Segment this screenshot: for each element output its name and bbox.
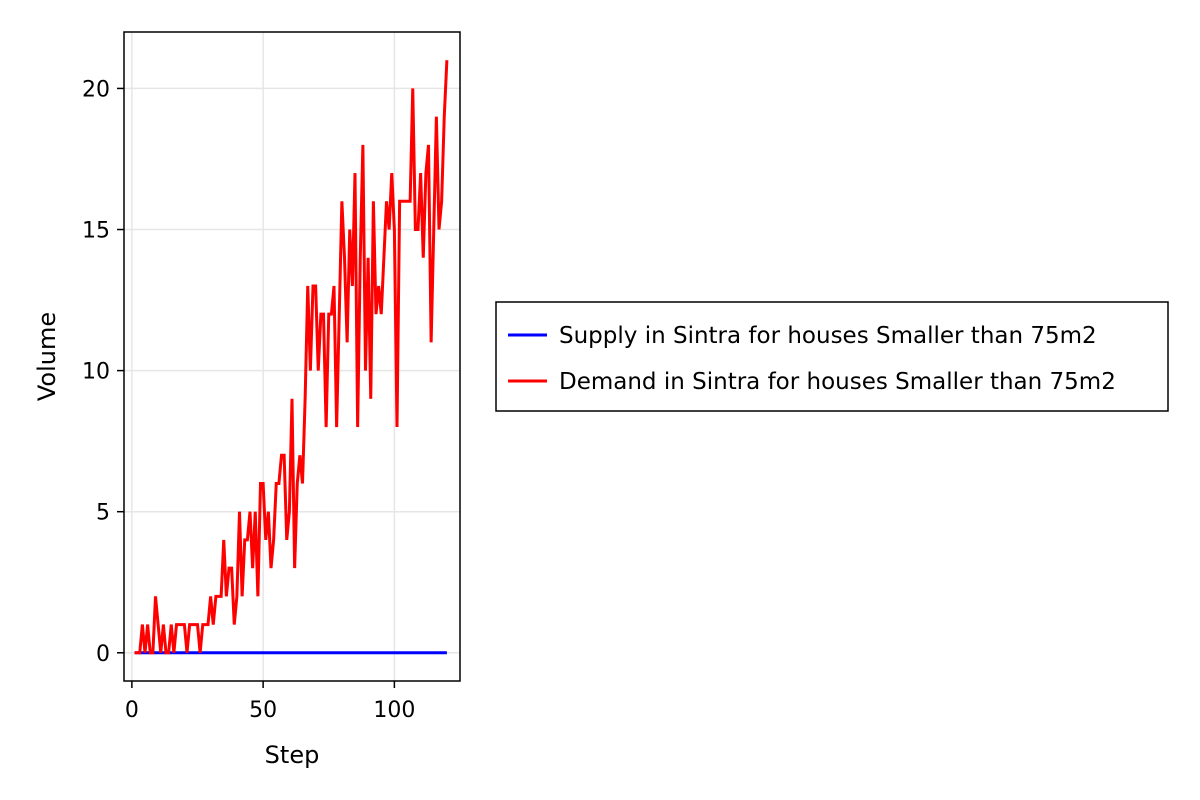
series-lines: [134, 60, 449, 655]
y-tick-label: 5: [96, 501, 110, 526]
legend-box: [495, 301, 1169, 412]
legend-items: Supply in Sintra for houses Smaller than…: [508, 323, 1116, 395]
y-tick-label: 20: [82, 77, 110, 102]
legend-label-demand: Demand in Sintra for houses Smaller than…: [559, 369, 1116, 395]
x-tick-label: 100: [373, 698, 415, 723]
grid-lines: [124, 32, 460, 681]
x-axis-label: Step: [265, 741, 320, 769]
plot-frame: [123, 31, 461, 682]
legend-label-supply: Supply in Sintra for houses Smaller than…: [559, 323, 1097, 349]
axis-ticks: 0 50 100 0 5 10 15 20: [82, 77, 415, 723]
legend: Supply in Sintra for houses Smaller than…: [495, 301, 1169, 412]
y-tick-label: 10: [82, 360, 110, 385]
x-tick-label: 50: [249, 698, 277, 723]
x-tick-label: 0: [125, 698, 139, 723]
y-tick-label: 15: [82, 219, 110, 244]
y-axis-label: Volume: [33, 312, 61, 401]
series-line-demand: [134, 60, 449, 655]
y-tick-label: 0: [96, 642, 110, 667]
